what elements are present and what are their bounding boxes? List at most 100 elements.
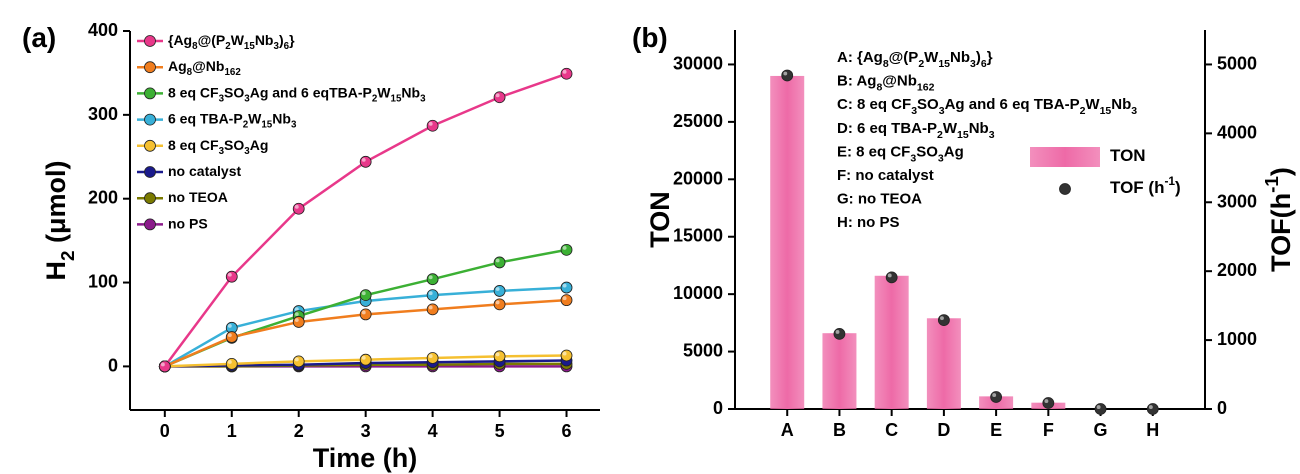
data-point — [560, 294, 573, 307]
data-point-body — [225, 357, 238, 370]
data-point — [493, 256, 506, 269]
data-point-shine — [428, 305, 433, 310]
data-point-body — [426, 273, 439, 286]
data-point-shine — [294, 318, 299, 322]
data-point-shine — [1148, 405, 1153, 410]
data-point-body — [359, 308, 372, 321]
x-tick-label: H — [1146, 420, 1159, 440]
data-point-body — [426, 289, 439, 302]
data-point-shine — [495, 300, 500, 305]
legend-label: 8 eq CF3SO3Ag — [168, 137, 268, 157]
x-tick-label: E — [990, 420, 1002, 440]
x-tick-label: 0 — [160, 421, 170, 441]
legend-label: 6 eq TBA-P2W15Nb3 — [168, 110, 297, 130]
data-point-body — [359, 289, 372, 302]
data-point-body — [158, 360, 171, 373]
data-point-body — [359, 353, 372, 366]
data-point-body — [292, 202, 305, 215]
data-point — [426, 303, 439, 316]
data-point-body — [1094, 403, 1107, 415]
data-point — [560, 281, 573, 294]
data-point — [493, 350, 506, 363]
annotation: C: 8 eq CF3SO3Ag and 6 eq TBA-P2W15Nb3 — [837, 96, 1137, 117]
y-tick-label: 200 — [88, 187, 118, 207]
y-tick-label: 400 — [88, 20, 118, 40]
annotation: E: 8 eq CF3SO3Ag — [837, 143, 964, 164]
data-point — [885, 271, 898, 284]
x-tick-label: 1 — [227, 421, 237, 441]
data-point-body — [292, 355, 305, 368]
data-point — [560, 67, 573, 80]
legend-marker — [144, 192, 156, 205]
data-point — [426, 273, 439, 286]
data-point-body — [225, 331, 238, 343]
annotation: F: no catalyst — [837, 167, 934, 184]
data-point — [225, 331, 238, 343]
data-point-shine — [294, 204, 299, 209]
legend-label: 8 eq CF3SO3Ag and 6 eqTBA-P2W15Nb3 — [168, 84, 426, 104]
data-point — [292, 316, 305, 328]
legend-label: TOF (h-1) — [1110, 174, 1181, 197]
data-point — [493, 285, 506, 297]
data-point — [560, 349, 573, 362]
bar — [926, 318, 961, 409]
legend-marker-body — [144, 218, 156, 231]
x-tick-label: 6 — [562, 421, 572, 441]
y-tick-label: 300 — [88, 104, 118, 124]
data-point-shine — [294, 312, 299, 317]
data-point-body — [560, 243, 573, 256]
x-tick-label: B — [833, 420, 846, 440]
x-tick-label: C — [885, 420, 898, 440]
data-point-body — [781, 69, 794, 82]
y-tick-label: 0 — [108, 355, 118, 375]
x-tick-label: G — [1094, 420, 1108, 440]
data-point — [292, 355, 305, 368]
data-point-shine — [428, 354, 433, 359]
data-point — [359, 289, 372, 302]
data-point-shine — [495, 93, 500, 98]
data-point-shine — [562, 69, 567, 74]
data-point — [493, 298, 506, 311]
data-point — [833, 327, 846, 340]
data-point-shine — [361, 310, 366, 315]
y-tick-label: 0 — [713, 398, 723, 418]
data-point-shine — [495, 258, 500, 263]
data-point-body — [833, 327, 846, 340]
legend-label: no TEOA — [168, 189, 228, 205]
data-point — [359, 308, 372, 321]
legend-label: no PS — [168, 215, 208, 231]
data-point-body — [885, 271, 898, 284]
data-point-body — [560, 67, 573, 80]
y2-tick-label: 4000 — [1217, 122, 1257, 142]
data-point-shine — [294, 357, 299, 362]
y2-tick-label: 0 — [1217, 398, 1227, 418]
data-point — [493, 91, 506, 104]
x-tick-label: F — [1043, 420, 1054, 440]
legend-label: no catalyst — [168, 163, 241, 179]
legend-label: {Ag8@(P2W15Nb3)6} — [168, 32, 295, 52]
panel-label: (b) — [632, 22, 668, 53]
legend-label: TON — [1110, 146, 1146, 165]
data-point-body — [937, 314, 950, 327]
data-point — [225, 357, 238, 370]
data-point — [990, 391, 1003, 403]
x-tick-label: 2 — [294, 421, 304, 441]
data-point — [1146, 403, 1159, 415]
y-tick-label: 30000 — [673, 53, 723, 73]
x-axis-title: Time (h) — [313, 443, 418, 473]
x-tick-label: A — [781, 420, 794, 440]
data-point-shine — [294, 307, 299, 312]
data-point-shine — [361, 291, 366, 296]
data-point — [426, 352, 439, 364]
data-point-body — [560, 294, 573, 307]
data-point — [426, 119, 439, 132]
legend-swatch — [1030, 147, 1100, 167]
y-tick-label: 5000 — [683, 340, 723, 360]
data-point-body — [560, 281, 573, 294]
legend-label: Ag8@Nb162 — [168, 58, 241, 78]
series-line — [164, 248, 567, 368]
y2-axis-title: TOF(h-1) — [1262, 167, 1297, 272]
data-point-shine — [227, 272, 232, 277]
legend-marker — [144, 35, 156, 47]
